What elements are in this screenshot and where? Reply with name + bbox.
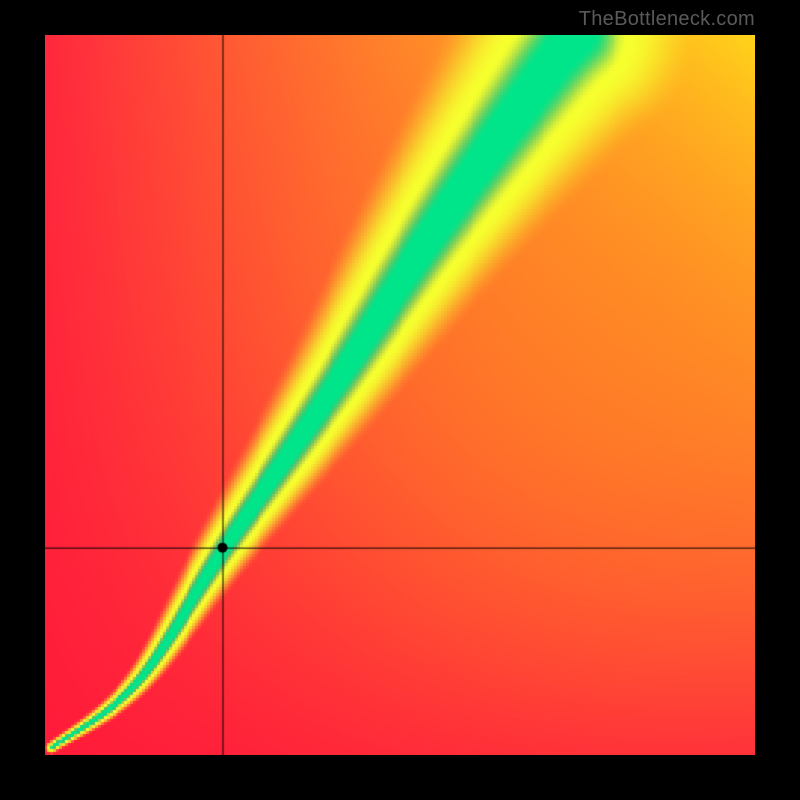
heatmap-canvas bbox=[45, 35, 755, 755]
watermark-text: TheBottleneck.com bbox=[579, 8, 755, 31]
heatmap-plot bbox=[45, 35, 755, 755]
